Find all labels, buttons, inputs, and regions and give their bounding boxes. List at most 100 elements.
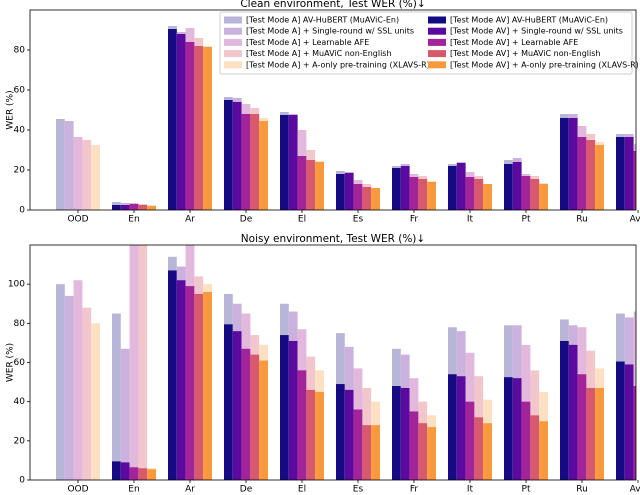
bar <box>288 115 298 210</box>
bar <box>64 295 74 480</box>
bar <box>512 378 522 480</box>
bar <box>336 174 345 210</box>
x-tick-label: Pt <box>522 215 531 225</box>
bar <box>250 114 260 210</box>
bar <box>168 270 177 480</box>
x-tick-label: Ru <box>576 485 588 495</box>
legend-swatch <box>428 50 446 58</box>
legend-label: [Test Mode A] + Learnable AFE <box>246 38 369 47</box>
bar <box>568 344 578 480</box>
x-tick-label: De <box>240 215 253 225</box>
bar <box>112 313 121 480</box>
bar <box>427 427 436 480</box>
bar <box>64 121 74 210</box>
bar <box>586 140 596 210</box>
bar <box>577 374 587 480</box>
bar <box>400 387 410 480</box>
bar <box>241 348 251 480</box>
chart-title: Noisy environment, Test WER (%)↓ <box>241 233 425 245</box>
bar <box>474 417 484 480</box>
legend-label: [Test Mode A] + MuAViC non-English <box>246 49 392 58</box>
bar <box>168 29 177 210</box>
bar <box>586 387 596 480</box>
bar <box>147 469 156 480</box>
bar <box>203 292 212 480</box>
legend-swatch <box>224 27 242 35</box>
x-tick-label: It <box>467 215 474 225</box>
bar <box>371 188 380 210</box>
bar <box>344 389 354 480</box>
bar <box>194 46 204 210</box>
x-tick-label: El <box>298 215 306 225</box>
bar <box>427 182 436 210</box>
x-tick-label: It <box>467 485 474 495</box>
y-tick-label: 60 <box>14 86 26 96</box>
bar <box>539 421 548 480</box>
legend-swatch <box>224 50 242 58</box>
bar <box>82 140 92 210</box>
bar <box>232 102 242 210</box>
y-axis-label: WER (%) <box>6 343 16 382</box>
y-tick-label: 0 <box>19 476 25 486</box>
bar <box>259 360 268 480</box>
x-tick-label: Avg <box>630 485 640 495</box>
legend-label: [Test Mode A] + Single-round w/ SSL unit… <box>246 27 414 36</box>
bar <box>306 160 316 210</box>
y-axis-label: WER (%) <box>6 90 16 129</box>
legend-swatch <box>224 16 242 24</box>
y-tick-label: 60 <box>14 358 26 368</box>
legend-label: [Test Mode A] + A-only pre-training (XLA… <box>246 60 430 69</box>
bar <box>418 423 428 480</box>
bar <box>418 179 428 210</box>
bar <box>120 462 130 480</box>
x-tick-label: De <box>240 485 253 495</box>
bar <box>539 184 548 210</box>
bar <box>521 176 531 210</box>
bar <box>504 377 513 480</box>
bar <box>120 205 130 210</box>
bar <box>633 386 636 480</box>
bar <box>185 42 195 210</box>
x-tick-label: Es <box>353 215 364 225</box>
x-tick-label: Avg <box>630 215 640 225</box>
bar <box>280 115 289 210</box>
chart-title: Clean environment, Test WER (%)↓ <box>240 0 425 10</box>
bar <box>259 121 268 210</box>
bar <box>616 137 625 210</box>
bar <box>194 293 204 480</box>
bar <box>224 100 233 210</box>
bar <box>336 384 345 480</box>
bar <box>353 409 363 480</box>
bar <box>176 34 186 210</box>
bar <box>91 145 100 210</box>
y-tick-label: 0 <box>19 206 25 216</box>
bar <box>530 415 540 480</box>
axes-frame <box>29 9 637 211</box>
bar <box>483 423 492 480</box>
y-tick-label: 20 <box>14 436 26 446</box>
bar <box>185 286 195 480</box>
bar <box>362 425 372 480</box>
x-tick-label: Es <box>353 485 364 495</box>
bar <box>224 324 233 480</box>
bar <box>344 173 354 210</box>
bar <box>353 184 363 210</box>
bar <box>91 323 100 480</box>
legend-label: [Test Mode AV] + Single-round w/ SSL uni… <box>450 27 623 36</box>
bar <box>448 374 457 480</box>
bar <box>560 340 569 480</box>
bar <box>448 166 457 210</box>
bar <box>232 331 242 480</box>
legend-label: [Test Mode AV] + A-only pre-training (XL… <box>450 60 639 69</box>
bar <box>568 118 578 210</box>
x-tick-label: Ar <box>185 485 195 495</box>
bar <box>456 163 466 210</box>
bar <box>521 401 531 480</box>
bar <box>288 340 298 480</box>
bar <box>624 137 634 210</box>
y-tick-label: 100 <box>8 280 25 290</box>
legend-swatch <box>224 38 242 46</box>
y-tick-label: 40 <box>14 397 26 407</box>
bar <box>633 151 636 210</box>
bar <box>129 467 139 480</box>
